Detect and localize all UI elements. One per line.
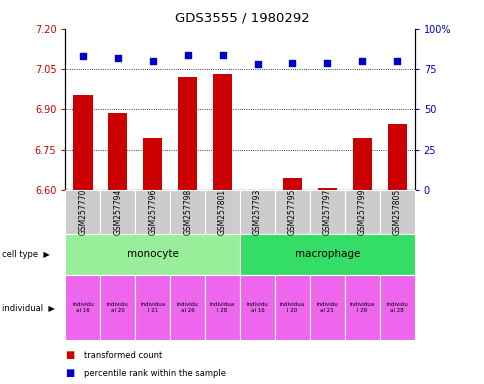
Text: monocyte: monocyte bbox=[127, 249, 178, 260]
Point bbox=[149, 58, 156, 64]
Bar bbox=[143, 137, 162, 190]
Text: individual  ▶: individual ▶ bbox=[2, 303, 55, 312]
Bar bbox=[212, 74, 232, 190]
Point bbox=[114, 55, 121, 61]
Text: individu
al 28: individu al 28 bbox=[386, 302, 407, 313]
Text: individu
al 26: individu al 26 bbox=[177, 302, 198, 313]
Text: GSM257793: GSM257793 bbox=[253, 189, 261, 235]
Text: GSM257794: GSM257794 bbox=[113, 189, 122, 235]
Point bbox=[79, 53, 87, 59]
Text: ■: ■ bbox=[65, 350, 75, 360]
Text: ■: ■ bbox=[65, 368, 75, 378]
Text: individu
al 16: individu al 16 bbox=[246, 302, 268, 313]
Text: individu
al 16: individu al 16 bbox=[72, 302, 93, 313]
Text: percentile rank within the sample: percentile rank within the sample bbox=[84, 369, 226, 378]
Text: individua
l 20: individua l 20 bbox=[279, 302, 304, 313]
Point bbox=[323, 60, 331, 66]
Bar bbox=[73, 94, 92, 190]
Text: cell type  ▶: cell type ▶ bbox=[2, 250, 50, 259]
Point bbox=[253, 61, 261, 67]
Text: GSM257796: GSM257796 bbox=[148, 189, 157, 235]
Point bbox=[183, 51, 191, 58]
Bar bbox=[317, 188, 336, 190]
Text: GDS3555 / 1980292: GDS3555 / 1980292 bbox=[175, 12, 309, 25]
Bar bbox=[387, 124, 406, 190]
Text: GSM257799: GSM257799 bbox=[357, 189, 366, 235]
Bar bbox=[108, 114, 127, 190]
Point bbox=[288, 60, 296, 66]
Text: GSM257797: GSM257797 bbox=[322, 189, 331, 235]
Text: transformed count: transformed count bbox=[84, 351, 162, 360]
Text: individu
al 20: individu al 20 bbox=[107, 302, 128, 313]
Text: macrophage: macrophage bbox=[294, 249, 359, 260]
Point bbox=[358, 58, 365, 64]
Text: GSM257770: GSM257770 bbox=[78, 189, 87, 235]
Bar bbox=[352, 137, 371, 190]
Text: individua
l 26: individua l 26 bbox=[349, 302, 374, 313]
Text: GSM257798: GSM257798 bbox=[183, 189, 192, 235]
Point bbox=[218, 51, 226, 58]
Text: individua
l 28: individua l 28 bbox=[210, 302, 235, 313]
Point bbox=[393, 58, 400, 64]
Text: individu
al 21: individu al 21 bbox=[316, 302, 337, 313]
Text: GSM257801: GSM257801 bbox=[218, 189, 227, 235]
Text: GSM257795: GSM257795 bbox=[287, 189, 296, 235]
Bar bbox=[178, 77, 197, 190]
Text: GSM257805: GSM257805 bbox=[392, 189, 401, 235]
Bar bbox=[282, 178, 302, 190]
Text: individua
l 21: individua l 21 bbox=[140, 302, 165, 313]
